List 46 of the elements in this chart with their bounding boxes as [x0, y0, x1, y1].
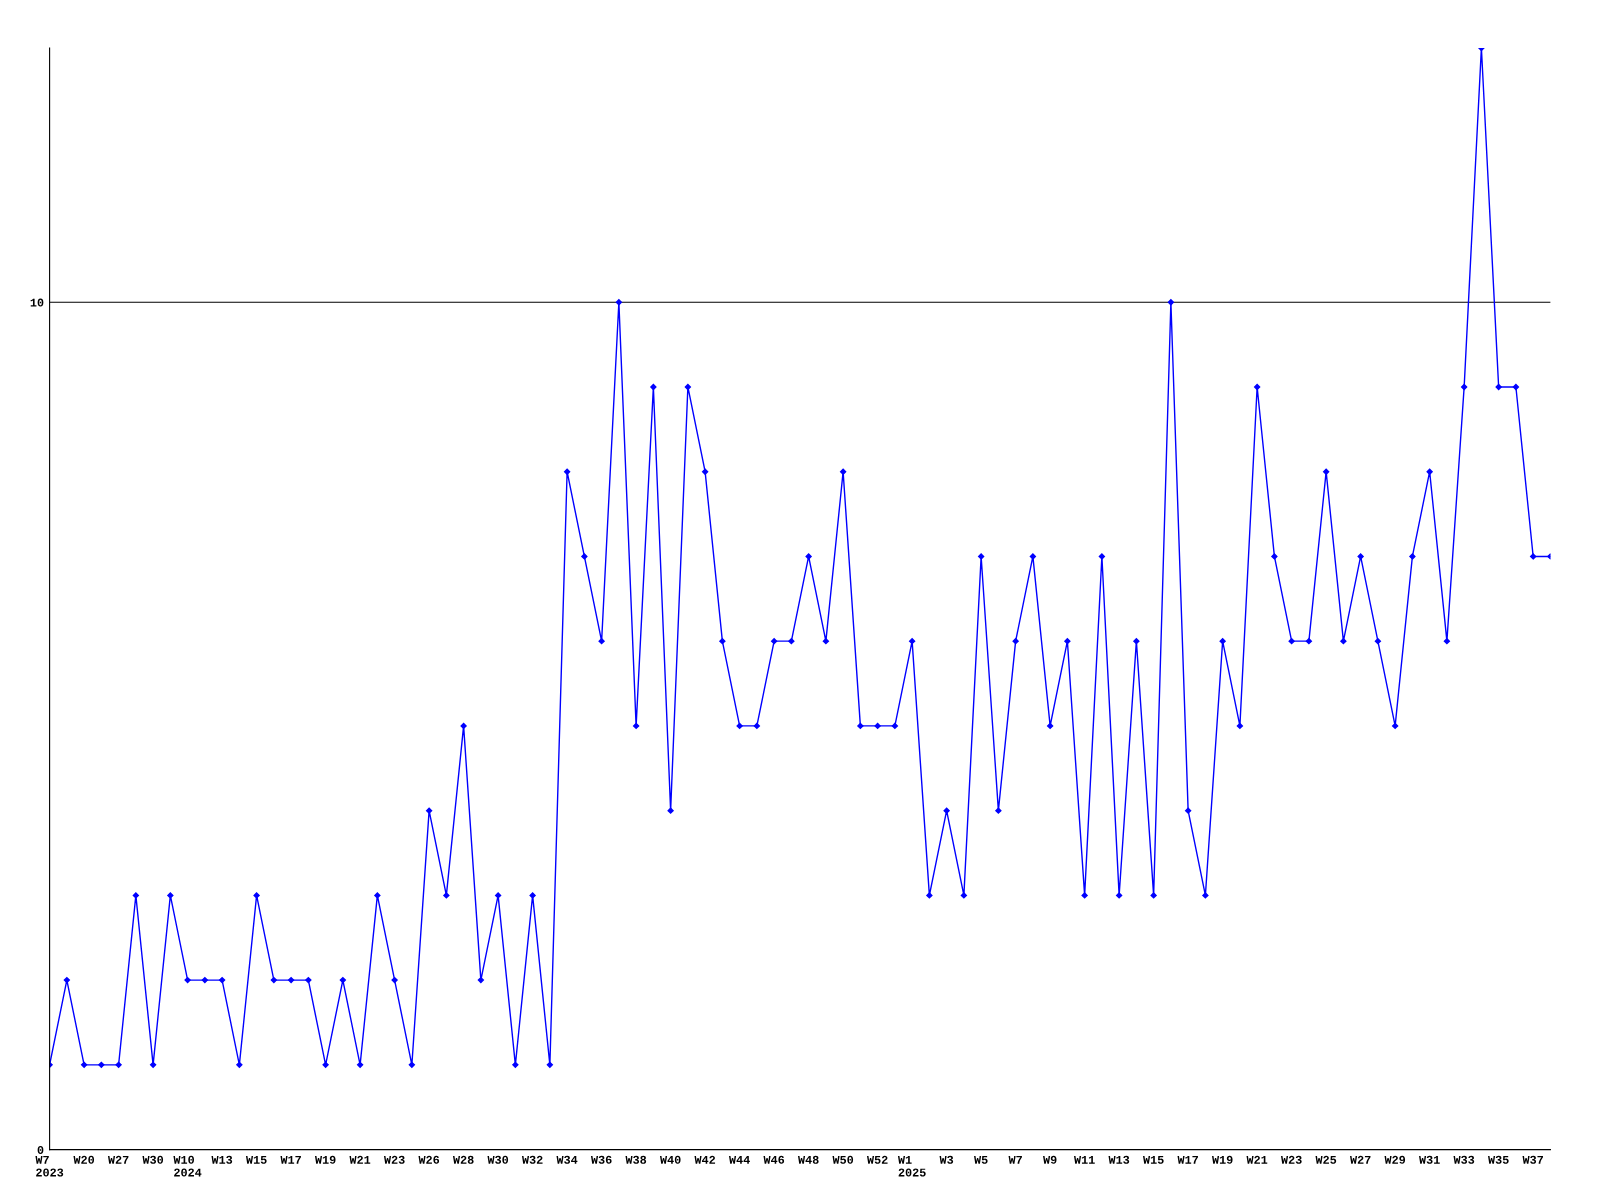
x-tick-label: W11: [1074, 1155, 1095, 1164]
x-tick-label: W48: [798, 1155, 819, 1164]
x-tick-label: W21: [1246, 1155, 1268, 1164]
x-tick-label: W10 2024: [173, 1155, 202, 1177]
x-tick-label: W42: [694, 1155, 716, 1164]
x-tick-label: W15: [1143, 1155, 1164, 1164]
x-tick-label: W27: [107, 1155, 129, 1164]
x-tick-label: W52: [867, 1155, 888, 1164]
x-tick-label: W5: [974, 1155, 988, 1164]
x-tick-label: W17: [280, 1155, 301, 1164]
x-tick-label: W35: [1488, 1155, 1509, 1164]
x-tick-label: W13: [211, 1155, 233, 1164]
x-tick-label: W25: [1315, 1155, 1337, 1164]
x-tick-label: W9: [1043, 1155, 1057, 1164]
x-tick-label: W44: [729, 1155, 750, 1164]
y-tick-label: 10: [30, 298, 44, 307]
x-tick-label: W50: [832, 1155, 854, 1164]
x-tick-label: W40: [659, 1155, 681, 1164]
x-tick-label: W19: [1212, 1155, 1233, 1164]
x-tick-label: W28: [452, 1155, 474, 1164]
x-tick-label: W46: [763, 1155, 785, 1164]
x-tick-label: W7 2023: [35, 1155, 64, 1177]
x-tick-label: W33: [1453, 1155, 1475, 1164]
x-tick-label: W38: [625, 1155, 647, 1164]
x-tick-label: W20: [73, 1155, 95, 1164]
x-tick-label: W15: [245, 1155, 267, 1164]
x-tick-label: W23: [383, 1155, 405, 1164]
x-tick-label: W23: [1281, 1155, 1302, 1164]
x-tick-label: W3: [939, 1155, 954, 1164]
x-tick-label: W17: [1177, 1155, 1198, 1164]
x-tick-label: W32: [521, 1155, 543, 1164]
x-tick-label: W34: [556, 1155, 578, 1164]
x-tick-label: W37: [1522, 1155, 1543, 1164]
x-tick-label: W26: [418, 1155, 440, 1164]
x-tick-label: W29: [1384, 1155, 1406, 1164]
y-tick-label: 0: [37, 1145, 44, 1154]
x-tick-label: W13: [1108, 1155, 1130, 1164]
x-tick-label: W27: [1350, 1155, 1371, 1164]
x-tick-label: W36: [590, 1155, 612, 1164]
x-tick-label: W1 2025: [897, 1155, 926, 1177]
x-tick-label: W30: [142, 1155, 164, 1164]
x-tick-label: W19: [314, 1155, 336, 1164]
x-tick-label: W31: [1419, 1155, 1440, 1164]
x-tick-label: W21: [349, 1155, 371, 1164]
x-tick-label: W30: [487, 1155, 509, 1164]
x-tick-label: W7: [1008, 1155, 1022, 1164]
